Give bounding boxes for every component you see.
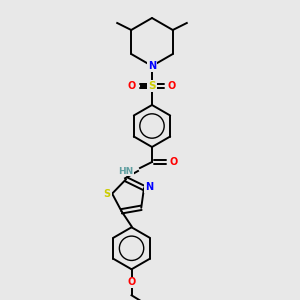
Text: N: N	[145, 182, 153, 192]
Text: O: O	[128, 277, 136, 287]
Text: HN: HN	[118, 167, 133, 176]
Text: O: O	[168, 81, 176, 91]
Text: S: S	[148, 81, 156, 91]
Text: O: O	[170, 157, 178, 167]
Text: O: O	[128, 81, 136, 91]
Text: N: N	[148, 61, 156, 71]
Text: S: S	[103, 189, 111, 199]
